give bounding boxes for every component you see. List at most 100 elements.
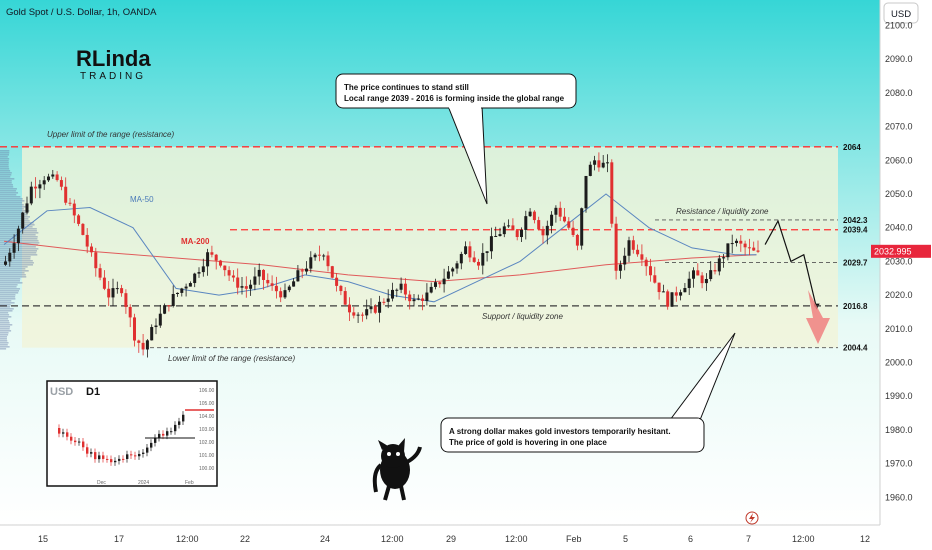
- candle-body: [730, 243, 734, 245]
- candle-body: [421, 298, 425, 301]
- candle: [558, 201, 562, 222]
- volume-bar: [0, 322, 10, 324]
- candle: [382, 298, 386, 306]
- candle: [55, 171, 59, 182]
- candle: [360, 312, 364, 322]
- volume-bar: [0, 266, 28, 268]
- candle: [489, 227, 493, 259]
- candle-body: [653, 275, 657, 283]
- candle: [305, 261, 308, 275]
- candle-body: [601, 162, 605, 168]
- logo-bottom: TRADING: [80, 71, 146, 82]
- currency-button[interactable]: USD: [883, 2, 919, 24]
- volume-bar: [0, 278, 21, 280]
- volume-bar: [0, 200, 25, 202]
- candle: [339, 284, 343, 296]
- volume-bar: [0, 178, 15, 180]
- candle-body: [403, 283, 407, 295]
- candle-body: [606, 162, 609, 164]
- inset-candle-body: [114, 460, 117, 463]
- time-axis[interactable]: 15 17 12:00 22 24 12:00 29 12:00 Feb 5 6 7 12:00 12: [38, 534, 870, 544]
- candle-body: [386, 298, 390, 302]
- candle-body: [154, 325, 158, 328]
- price-axis[interactable]: 1960.0 1970.0 1980.0 1990.0 2000.0 2010.0 2020…: [885, 21, 913, 503]
- candle: [537, 216, 541, 231]
- inset-y-tick: 105.00: [199, 401, 215, 407]
- candle: [438, 281, 442, 288]
- candle: [29, 181, 33, 206]
- candles-layer[interactable]: [4, 152, 760, 358]
- candle-body: [133, 317, 136, 341]
- lightning-icon[interactable]: [745, 511, 759, 525]
- candle-body: [21, 212, 25, 229]
- candle-body: [679, 292, 683, 296]
- candle-body: [171, 294, 175, 307]
- candle-body: [459, 253, 463, 264]
- volume-bar: [0, 154, 9, 156]
- volume-bar: [0, 218, 29, 220]
- candle: [257, 263, 261, 285]
- time-tick: 6: [688, 534, 693, 544]
- candle-body: [137, 340, 141, 343]
- lower-limit-label: Lower limit of the range (resistance): [168, 354, 296, 363]
- candle-body: [365, 309, 369, 316]
- candle: [593, 155, 597, 171]
- candle-body: [451, 268, 455, 272]
- inset-candle-body: [130, 454, 133, 456]
- candle: [709, 261, 713, 282]
- volume-bar: [0, 268, 26, 270]
- candle: [507, 219, 511, 228]
- candle-body: [279, 291, 283, 298]
- candle-body: [554, 207, 558, 215]
- candle: [369, 298, 373, 314]
- candle: [283, 283, 287, 299]
- volume-bar: [0, 326, 11, 328]
- candle: [391, 282, 394, 302]
- candle: [292, 278, 296, 287]
- candle-body: [369, 306, 373, 310]
- volume-bar: [0, 184, 13, 186]
- candle: [158, 304, 162, 328]
- time-tick: 12:00: [792, 534, 815, 544]
- candle: [631, 235, 635, 254]
- candle-body: [326, 255, 330, 267]
- candle-body: [545, 225, 549, 236]
- volume-bar: [0, 308, 14, 310]
- candle: [124, 289, 128, 314]
- volume-bar: [0, 188, 17, 190]
- inset-candle-body: [126, 454, 129, 459]
- current-price-tag: 2032.995: [871, 244, 931, 258]
- level-label: 2016.8: [843, 302, 868, 311]
- candle-body: [167, 305, 171, 307]
- candle: [115, 281, 119, 294]
- candle: [636, 244, 640, 257]
- candle-body: [287, 286, 291, 291]
- candle-body: [150, 327, 154, 341]
- candle: [459, 251, 463, 270]
- candle-body: [124, 293, 128, 307]
- volume-bar: [0, 248, 39, 250]
- volume-bar: [0, 256, 31, 258]
- inset-x-tick: Dec: [97, 480, 106, 486]
- candle-body: [477, 261, 480, 266]
- candle-body: [726, 243, 730, 258]
- volume-bar: [0, 180, 12, 182]
- candle: [223, 265, 227, 277]
- candle: [184, 283, 188, 297]
- candle-body: [481, 252, 485, 266]
- candle-body: [666, 291, 670, 307]
- candle: [77, 214, 81, 227]
- candle-body: [511, 225, 515, 231]
- price-tick: 2080.0: [885, 88, 913, 98]
- callout-top-line1: The price continues to stand still: [344, 83, 469, 92]
- candle: [399, 277, 403, 294]
- candle-body: [623, 255, 627, 265]
- volume-bar: [0, 244, 39, 246]
- candle-body: [223, 265, 227, 271]
- candle: [335, 273, 339, 292]
- candle-body: [550, 214, 554, 226]
- candle-body: [283, 290, 287, 298]
- candle: [571, 220, 575, 238]
